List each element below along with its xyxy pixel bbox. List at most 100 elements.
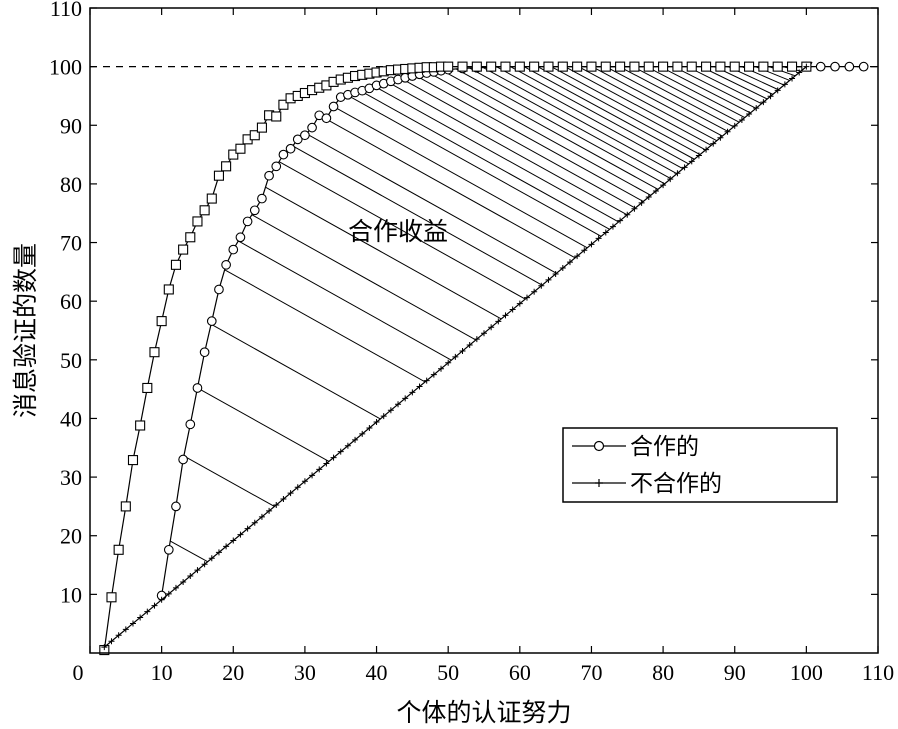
x-tick-label: 70: [580, 660, 602, 685]
tick-layer: 0 10 20 30 40 50 60 70 80 90 100 110 10 20 30 40 50 60 70 8…: [49, 0, 894, 685]
data-point-plus: [638, 199, 645, 206]
hatch-line: [537, 66, 701, 156]
data-point-plus: [574, 253, 581, 260]
data-point-plus: [624, 211, 631, 218]
data-point-plus: [445, 359, 452, 366]
data-point-plus: [201, 561, 208, 568]
data-point-plus: [674, 170, 681, 177]
data-point-square: [127, 455, 139, 466]
hatch-line: [483, 67, 678, 175]
data-point-plus: [452, 353, 459, 360]
y-tick-label: 80: [60, 172, 82, 197]
data-point-plus: [731, 122, 738, 129]
data-point-plus: [387, 407, 394, 414]
data-point-plus: [273, 501, 280, 508]
data-point-square: [500, 61, 511, 72]
hatch-line: [210, 323, 381, 420]
hatch-line: [374, 85, 619, 223]
data-point-plus: [194, 567, 201, 574]
data-point-square: [514, 61, 525, 72]
data-point-plus: [602, 229, 609, 236]
data-point-plus: [516, 300, 523, 307]
data-point-circle: [300, 130, 310, 141]
data-point-plus: [438, 365, 445, 372]
x-axis-label: 个体的认证努力: [396, 698, 571, 727]
data-point-plus: [165, 590, 172, 597]
legend-entry-noncooperative: 不合作的: [630, 471, 722, 497]
hatch-line: [632, 66, 740, 123]
data-point-plus: [344, 442, 351, 449]
hatch-line: [265, 186, 502, 320]
data-point-square: [235, 143, 246, 154]
data-point-square: [629, 61, 640, 72]
data-point-plus: [660, 182, 667, 189]
data-point-plus: [380, 413, 387, 420]
data-point-plus: [488, 324, 495, 331]
data-point-plus: [101, 644, 108, 651]
data-point-plus: [430, 371, 437, 378]
hatch-line: [224, 269, 426, 383]
data-point-plus: [703, 146, 710, 153]
y-tick-label: 10: [60, 582, 82, 607]
y-tick-label: 60: [60, 289, 82, 314]
data-point-plus: [373, 419, 380, 426]
data-point-plus: [323, 460, 330, 467]
data-point-plus: [803, 63, 810, 70]
data-point-square: [185, 232, 196, 243]
legend-marker-circle: [593, 440, 605, 452]
data-point-plus: [402, 395, 409, 402]
x-tick-label: 50: [437, 660, 459, 685]
hatch-line: [523, 66, 695, 160]
data-point-plus: [409, 389, 416, 396]
data-point-plus: [667, 176, 674, 183]
data-point-square: [249, 130, 260, 141]
series-line-circle: [161, 66, 864, 596]
data-point-plus: [588, 241, 595, 248]
data-point-circle: [192, 383, 203, 393]
data-point-plus: [645, 193, 652, 200]
data-point-circle: [242, 216, 253, 227]
data-point-square: [715, 61, 726, 72]
hatch-line: [169, 540, 208, 563]
data-point-circle: [199, 347, 210, 358]
data-point-plus: [538, 282, 545, 289]
hatch-line: [387, 81, 628, 216]
data-point-circle: [185, 419, 196, 430]
data-point-square: [471, 61, 482, 72]
data-point-plus: [466, 342, 473, 349]
data-point-plus: [395, 401, 402, 408]
legend: 合作的 不合作的: [562, 427, 838, 503]
data-point-circle: [844, 61, 855, 72]
data-point-square: [557, 61, 568, 72]
data-point-square: [457, 61, 468, 72]
data-point-plus: [781, 81, 788, 88]
data-point-plus: [266, 507, 273, 514]
hatch-line: [414, 74, 644, 202]
data-point-plus: [251, 519, 258, 526]
y-tick-label: 100: [49, 55, 82, 80]
data-point-plus: [416, 383, 423, 390]
data-point-plus: [337, 448, 344, 455]
data-point-square: [120, 501, 131, 512]
data-point-square: [758, 61, 769, 72]
data-point-square: [199, 205, 210, 216]
data-point-square: [772, 61, 783, 72]
hatch-line: [551, 66, 706, 151]
series-layer: [99, 61, 869, 656]
data-point-square: [256, 122, 267, 133]
data-point-plus: [223, 543, 230, 550]
data-point-circle: [271, 161, 282, 172]
data-point-plus: [352, 436, 359, 443]
data-point-plus: [717, 134, 724, 141]
data-point-square: [672, 61, 683, 72]
x-tick-label: 0: [73, 660, 84, 685]
data-point-square: [686, 61, 697, 72]
data-point-circle: [858, 61, 869, 72]
data-point-plus: [129, 620, 136, 627]
hatch-line: [496, 66, 684, 170]
legend-marker-plus: [595, 479, 603, 487]
y-tick-label: 50: [60, 348, 82, 373]
hatch-line: [197, 387, 330, 462]
data-point-circle: [249, 205, 260, 216]
